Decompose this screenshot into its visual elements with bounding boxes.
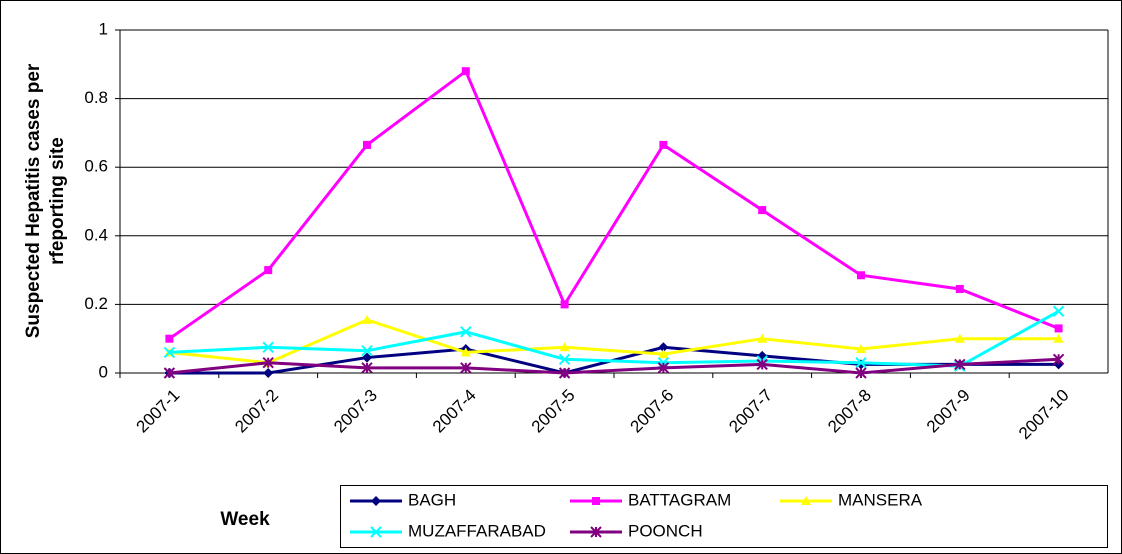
marker xyxy=(163,367,176,379)
y-tick-label: 0.2 xyxy=(84,294,108,313)
marker xyxy=(1052,353,1065,365)
marker xyxy=(558,367,571,379)
marker xyxy=(165,334,174,343)
marker xyxy=(370,526,382,538)
marker xyxy=(1053,333,1064,343)
marker xyxy=(362,352,372,363)
marker xyxy=(558,353,571,365)
x-axis-title: Week xyxy=(220,509,270,530)
marker xyxy=(363,140,371,149)
marker xyxy=(371,496,381,506)
series-line xyxy=(169,318,1059,365)
marker xyxy=(856,343,866,353)
marker xyxy=(559,342,570,352)
legend-label: MANSERA xyxy=(838,490,923,509)
legend xyxy=(340,485,1108,548)
marker xyxy=(163,346,176,359)
marker xyxy=(954,333,965,343)
y-tick-label: 0 xyxy=(99,362,108,381)
series-line xyxy=(169,357,1059,375)
y-tick-label: 0.8 xyxy=(84,88,108,107)
y-tick-label: 0.6 xyxy=(84,157,108,176)
marker xyxy=(855,367,867,379)
y-tick-label: 0.4 xyxy=(84,225,108,244)
marker xyxy=(657,362,670,374)
marker xyxy=(657,357,670,369)
marker xyxy=(460,347,471,357)
marker xyxy=(461,67,470,76)
marker xyxy=(361,344,373,357)
y-tick-label: 1 xyxy=(99,19,108,38)
marker xyxy=(263,368,274,378)
legend-label: MUZAFFARABAD xyxy=(408,521,546,540)
marker xyxy=(801,496,811,505)
y-axis-title-line: rfeporting site xyxy=(47,137,68,265)
legend-label: BATTAGRAM xyxy=(628,490,731,509)
y-axis-title-line: Suspected Hepatitis cases per xyxy=(23,63,44,338)
marker xyxy=(361,362,373,374)
marker xyxy=(954,358,966,371)
marker xyxy=(658,349,669,359)
marker xyxy=(362,314,372,324)
marker xyxy=(590,526,602,538)
marker xyxy=(560,300,569,309)
marker xyxy=(659,140,668,149)
y-axis-title: Suspected Hepatitis cases per rfeporting … xyxy=(23,63,68,338)
marker xyxy=(262,341,274,353)
marker xyxy=(757,333,768,343)
marker xyxy=(264,266,273,275)
marker xyxy=(758,206,767,215)
marker xyxy=(460,326,472,338)
marker xyxy=(1052,305,1065,317)
marker xyxy=(1054,324,1063,333)
series-line xyxy=(169,309,1060,368)
marker xyxy=(955,284,964,293)
marker xyxy=(658,342,669,353)
marker xyxy=(857,271,865,280)
legend-label: BAGH xyxy=(408,490,456,509)
marker xyxy=(262,357,274,369)
marker xyxy=(592,497,600,505)
legend-label: POONCH xyxy=(628,521,703,540)
marker xyxy=(460,362,472,374)
marker xyxy=(855,357,867,369)
series-line xyxy=(168,68,1060,340)
marker xyxy=(756,358,768,371)
